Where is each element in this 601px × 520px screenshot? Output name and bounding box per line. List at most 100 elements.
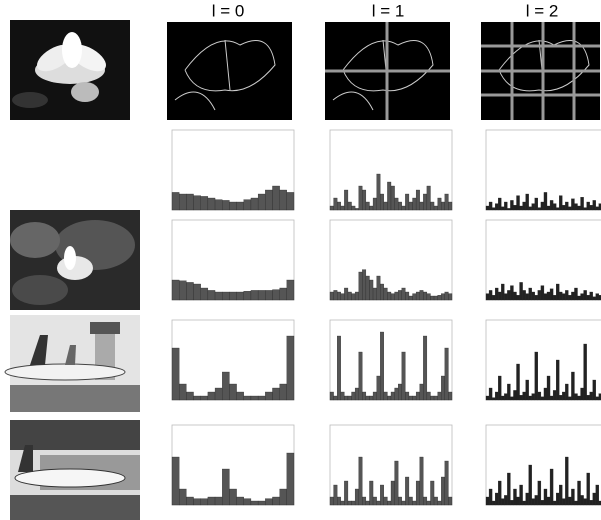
- bar: [362, 392, 366, 400]
- bar: [427, 392, 431, 400]
- bar: [441, 294, 445, 300]
- bar: [504, 495, 507, 505]
- bar: [366, 276, 370, 300]
- bar: [489, 290, 492, 300]
- bar: [498, 292, 501, 300]
- bar: [272, 290, 279, 300]
- bar: [265, 392, 272, 400]
- bar: [565, 384, 568, 400]
- bar: [208, 290, 215, 300]
- bar: [420, 202, 424, 210]
- bar: [229, 292, 236, 300]
- bar: [445, 194, 449, 210]
- bar: [523, 392, 526, 400]
- bar: [578, 396, 581, 400]
- bar: [352, 294, 356, 300]
- bar: [280, 190, 287, 210]
- bar: [348, 396, 352, 400]
- bar: [413, 198, 417, 210]
- bar: [359, 272, 363, 300]
- bar: [355, 292, 359, 300]
- bar: [510, 500, 513, 505]
- bar: [201, 196, 208, 210]
- bar: [208, 392, 215, 400]
- bar: [581, 197, 584, 210]
- bar: [330, 292, 334, 300]
- bar: [574, 204, 577, 210]
- bar: [330, 206, 334, 210]
- bar: [172, 280, 179, 300]
- bar: [413, 501, 417, 505]
- column-label: l = 2: [526, 1, 559, 20]
- bar: [486, 206, 489, 210]
- bar: [596, 207, 599, 210]
- bar: [398, 202, 402, 210]
- bar: [520, 282, 523, 300]
- bar: [547, 206, 550, 210]
- bar: [387, 182, 391, 210]
- bar: [377, 174, 381, 210]
- bar: [287, 336, 294, 400]
- bar: [391, 294, 395, 300]
- bar: [590, 392, 593, 400]
- bar: [526, 493, 529, 505]
- bar: [513, 205, 516, 210]
- bar: [434, 497, 438, 505]
- bar: [574, 288, 577, 300]
- bar: [344, 190, 348, 210]
- bar: [556, 360, 559, 400]
- bar: [423, 292, 427, 300]
- bar: [409, 396, 413, 400]
- bar: [229, 489, 236, 505]
- bar: [409, 202, 413, 210]
- bar: [507, 384, 510, 400]
- bar: [556, 284, 559, 300]
- bar: [341, 294, 345, 300]
- bar: [355, 489, 359, 505]
- bar: [544, 294, 547, 300]
- bar: [402, 206, 406, 210]
- bar: [186, 392, 193, 400]
- bar: [520, 395, 523, 400]
- bar: [362, 190, 366, 210]
- bar: [355, 388, 359, 400]
- bar: [492, 295, 495, 300]
- bar: [523, 290, 526, 300]
- bar: [369, 280, 373, 300]
- bar: [344, 396, 348, 400]
- bar: [553, 295, 556, 300]
- bar: [409, 497, 413, 505]
- bar: [387, 501, 391, 505]
- bar: [229, 202, 236, 210]
- bar: [186, 282, 193, 300]
- bar: [517, 196, 520, 210]
- bar: [523, 501, 526, 505]
- bar: [194, 196, 201, 210]
- bar: [384, 288, 388, 300]
- bar: [395, 461, 399, 505]
- bar: [384, 202, 388, 210]
- bar: [398, 497, 402, 505]
- bar: [330, 392, 334, 400]
- bar: [215, 200, 222, 210]
- bar: [504, 394, 507, 400]
- bar: [391, 392, 395, 400]
- bar: [568, 497, 571, 505]
- bar: [581, 495, 584, 505]
- bar: [380, 284, 384, 300]
- bar: [574, 394, 577, 400]
- edge-map-l0: [167, 22, 292, 120]
- bar: [532, 394, 535, 400]
- bar: [420, 384, 424, 400]
- bar: [280, 489, 287, 505]
- bar: [550, 396, 553, 400]
- bar: [258, 396, 265, 400]
- bar: [380, 332, 384, 400]
- bar: [434, 396, 438, 400]
- bar: [208, 497, 215, 505]
- bar: [272, 497, 279, 505]
- bar: [593, 380, 596, 400]
- bar: [526, 294, 529, 300]
- bar: [215, 497, 222, 505]
- bar: [348, 292, 352, 300]
